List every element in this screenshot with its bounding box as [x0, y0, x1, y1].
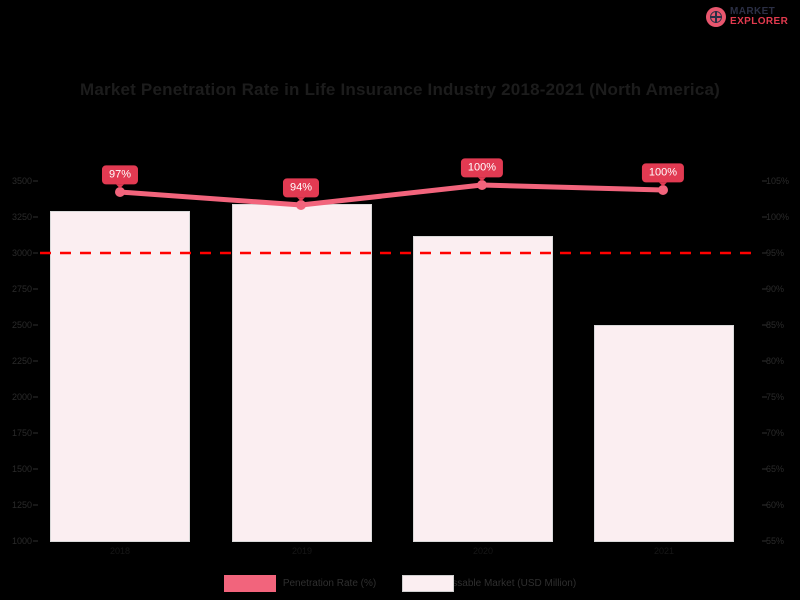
legend-swatch-bar — [402, 575, 455, 592]
data-point-2018[interactable] — [115, 187, 125, 197]
penetration-rate-points — [115, 180, 668, 210]
data-label-2018: 97% — [101, 165, 139, 188]
y-axis-left-tick-label: 3250 — [11, 212, 32, 222]
y-axis-left-tick-mark — [33, 396, 38, 398]
x-axis-label-2021: 2021 — [653, 546, 675, 556]
brand-logo-line-2: EXPLORER — [730, 16, 789, 27]
legend-item-penetration-rate[interactable]: Penetration Rate (%) — [223, 575, 377, 592]
chart-title: Market Penetration Rate in Life Insuranc… — [80, 80, 720, 99]
y-axis-right-tick-mark — [762, 252, 767, 254]
bar-2021[interactable] — [594, 325, 734, 542]
y-axis-left-tick-mark — [33, 504, 38, 506]
y-axis-left-tick-mark — [33, 252, 38, 254]
y-axis-right-tick-label: 55% — [766, 536, 785, 546]
y-axis-right-tick-label: 60% — [766, 500, 785, 510]
y-axis-right-tick-label: 95% — [766, 248, 785, 258]
y-axis-right-tick-label: 70% — [766, 428, 785, 438]
y-axis-left-tick-mark — [33, 288, 38, 290]
brand-logo-text: MARKET EXPLORER — [730, 5, 789, 27]
y-axis-left-tick-mark — [33, 324, 38, 326]
flower-circle-icon — [706, 7, 726, 27]
y-axis-left-tick-mark — [33, 360, 38, 362]
y-axis-right-tick-mark — [762, 216, 767, 218]
chart-legend: Penetration Rate (%) Total Addressable M… — [0, 575, 800, 592]
y-axis-right-tick-mark — [762, 396, 767, 398]
brand-logo: MARKET EXPLORER — [706, 4, 792, 30]
bar-2018[interactable] — [50, 211, 190, 542]
plot-area — [40, 150, 760, 542]
y-axis-right-tick-label: 80% — [766, 356, 785, 366]
data-point-2020[interactable] — [477, 180, 487, 190]
y-axis-right-tick-mark — [762, 432, 767, 434]
penetration-rate-line — [117, 182, 666, 208]
x-axis-label-2019: 2019 — [291, 546, 313, 556]
y-axis-right-tick-mark — [762, 288, 767, 290]
bar-2020[interactable] — [413, 236, 553, 542]
y-axis-left-tick-mark — [33, 468, 38, 470]
y-axis-left-tick-mark — [33, 540, 38, 542]
y-axis-left-tick-label: 2250 — [11, 356, 32, 366]
legend-label-total-addressable-market: Total Addressable Market (USD Million) — [402, 578, 577, 589]
y-axis-left-tick-label: 2750 — [11, 284, 32, 294]
y-axis-right: 105% 100% 95% 90% 85% 80% 75% 70% 65% 60% 55% — [762, 150, 800, 546]
y-axis-right-tick-label: 75% — [766, 392, 785, 402]
y-axis-right-tick-label: 85% — [766, 320, 785, 330]
y-axis-left-tick-label: 1000 — [11, 536, 32, 546]
y-axis-right-tick-mark — [762, 504, 767, 506]
brand-logo-line-1: MARKET — [730, 5, 776, 17]
x-axis-label-2018: 2018 — [109, 546, 131, 556]
data-point-2021[interactable] — [658, 185, 668, 195]
y-axis-right-tick-mark — [762, 324, 767, 326]
y-axis-left-tick-mark — [33, 216, 38, 218]
legend-item-total-addressable-market[interactable]: Total Addressable Market (USD Million) — [402, 575, 577, 592]
y-axis-right-tick-label: 65% — [766, 464, 785, 474]
y-axis-right-tick-mark — [762, 360, 767, 362]
y-axis-left-tick-label: 3500 — [11, 176, 32, 186]
y-axis-left-tick-label: 2500 — [11, 320, 32, 330]
y-axis-left-tick-label: 1750 — [11, 428, 32, 438]
data-label-2019: 94% — [282, 178, 320, 201]
y-axis-right-tick-mark — [762, 180, 767, 182]
y-axis-left-tick-label: 1500 — [11, 464, 32, 474]
y-axis-left-tick-mark — [33, 180, 38, 182]
y-axis-left-tick-label: 1250 — [11, 500, 32, 510]
y-axis-right-tick-mark — [762, 468, 767, 470]
data-label-2021: 100% — [641, 163, 685, 186]
legend-label-penetration-rate: Penetration Rate (%) — [282, 578, 377, 589]
y-axis-left-tick-mark — [33, 432, 38, 434]
y-axis-right-tick-label: 100% — [766, 212, 790, 222]
data-label-2020: 100% — [460, 158, 504, 181]
y-axis-right-tick-label: 105% — [766, 176, 790, 186]
data-point-2019[interactable] — [296, 200, 306, 210]
legend-swatch-line — [223, 575, 276, 592]
y-axis-left-tick-label: 3000 — [11, 248, 32, 258]
y-axis-left: 3500 3250 3000 2750 2500 2250 2000 1750 1500 1250… — [0, 150, 38, 546]
y-axis-right-tick-label: 90% — [766, 284, 785, 294]
bar-2019[interactable] — [232, 204, 372, 542]
y-axis-left-tick-label: 2000 — [11, 392, 32, 402]
y-axis-right-tick-mark — [762, 540, 767, 542]
x-axis-label-2020: 2020 — [472, 546, 494, 556]
